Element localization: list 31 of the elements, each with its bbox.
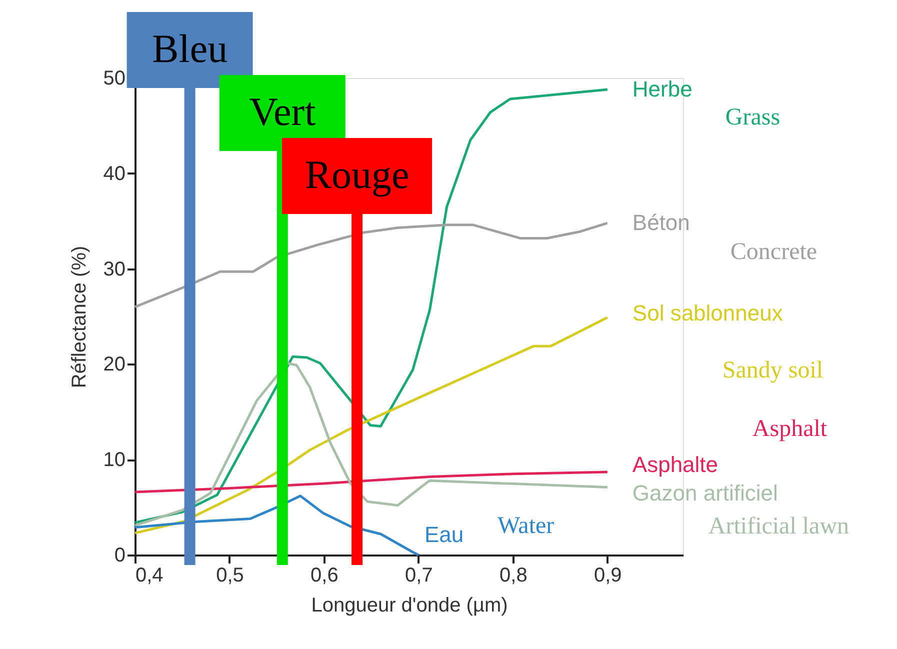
y-tick-label: 50 [103,68,126,90]
y-tick-label: 30 [103,258,126,280]
x-tick-label: 0,5 [216,564,244,586]
series-label: Sol sablonneux [632,300,783,326]
x-tick-label: 0,6 [310,564,338,586]
annotation: Water [497,513,554,539]
x-tick-label: 0,8 [500,564,528,586]
text: Sandy soil [722,357,824,384]
y-tick-label: 40 [103,162,126,185]
text: Grass [725,104,780,130]
y-axis-title: Réflectance (%) [68,246,90,388]
x-tick-label: 0,7 [405,564,433,586]
y-tick-label: 0 [114,544,126,566]
text: Artificial lawn [708,513,850,540]
y-tick-label: 10 [103,449,126,472]
x-tick-label: 0,4 [136,564,164,586]
series-label: Herbe [632,76,692,102]
x-axis-title: Longueur d'onde (µm) [311,594,508,616]
text: Concrete [730,239,818,266]
series-label: Eau [424,522,464,547]
ref-line-label: Rouge [304,152,410,197]
text: Asphalt [752,416,828,442]
y-tick-label: 20 [103,354,126,376]
line-series [134,222,609,308]
ref-line-label: Vert [249,89,316,134]
series-label: Gazon artificiel [632,480,778,506]
line-series [134,470,609,494]
series-label: Asphalte [632,452,718,477]
series-label: Béton [632,210,690,236]
x-tick-label: 0,9 [594,564,622,586]
ref-line-label: Bleu [152,26,228,71]
